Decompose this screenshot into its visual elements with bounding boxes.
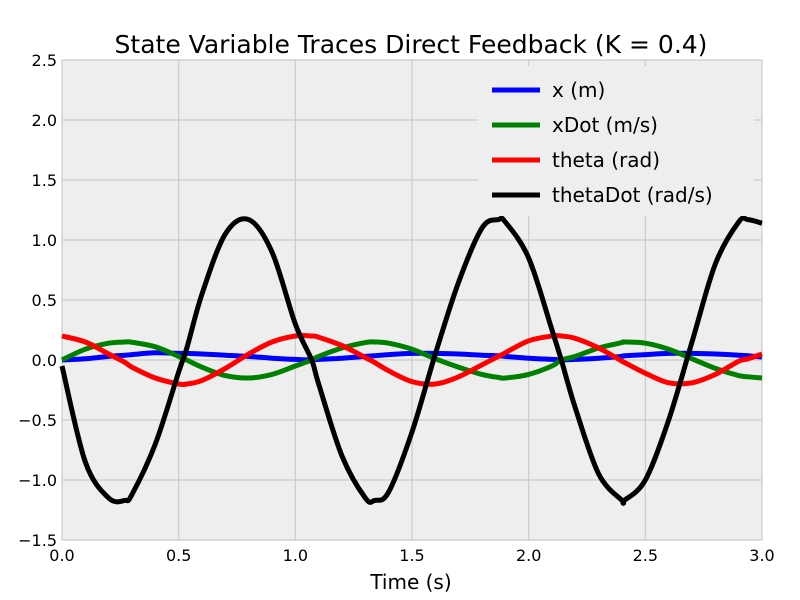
series-line-0 [61,350,763,363]
series-line-2 [61,333,763,388]
y-tick-label: 2.5 [32,51,57,70]
series-line-3 [59,215,763,506]
x-tick-label: 0.0 [49,546,74,565]
y-tick-label: −0.5 [18,411,57,430]
x-tick-label: 2.5 [633,546,658,565]
y-axis-ticks: −1.5 −1.0 −0.5 0.0 0.5 1.0 1.5 2.0 2.5 [18,51,57,550]
x-tick-label: 2.0 [516,546,541,565]
y-tick-label: 2.0 [32,111,57,130]
x-tick-label: 0.5 [166,546,191,565]
series-lines [59,215,763,506]
legend: x (m) xDot (m/s) theta (rad) thetaDot (rad/… [478,66,754,216]
y-tick-label: 0.5 [32,291,57,310]
legend-label-3: thetaDot (rad/s) [552,183,713,207]
grid-lines [61,59,763,541]
x-tick-label: 1.5 [399,546,424,565]
chart-title: State Variable Traces Direct Feedback (K… [115,30,708,59]
y-tick-label: 1.0 [32,231,57,250]
legend-label-1: xDot (m/s) [552,113,658,137]
y-tick-label: 0.0 [32,351,57,370]
x-axis-label: Time (s) [369,570,451,594]
x-tick-label: 1.0 [283,546,308,565]
legend-label-0: x (m) [552,78,605,102]
y-tick-label: 1.5 [32,171,57,190]
legend-label-2: theta (rad) [552,148,660,172]
x-axis-ticks: 0.0 0.5 1.0 1.5 2.0 2.5 3.0 [49,546,774,565]
y-tick-label: −1.5 [18,531,57,550]
x-tick-label: 3.0 [749,546,774,565]
y-tick-label: −1.0 [18,471,57,490]
